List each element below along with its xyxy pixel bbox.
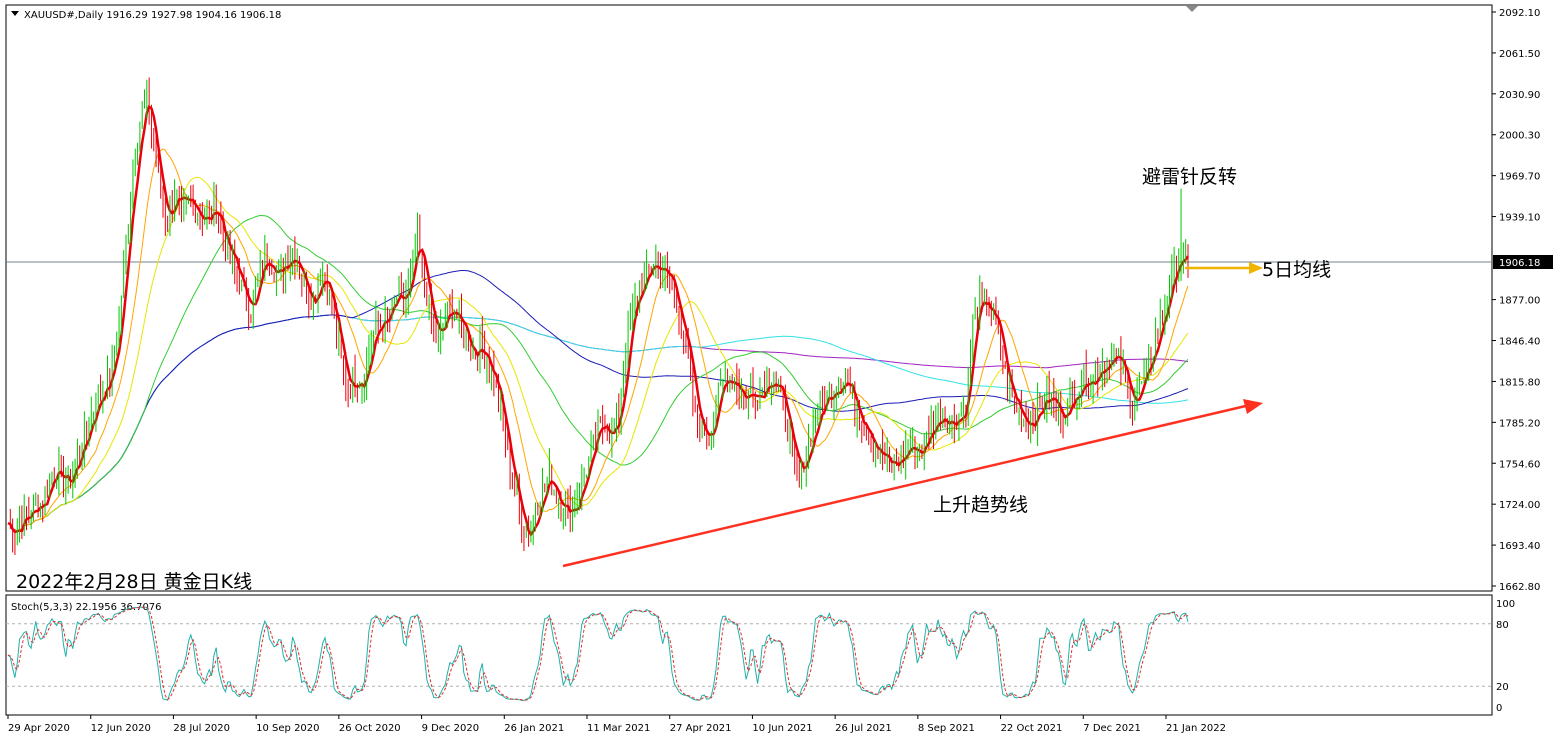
annotation-date-title: 2022年2月28日 黄金日K线: [16, 571, 252, 593]
stoch-tick-label: 80: [1496, 620, 1509, 631]
ma5-arrowhead: [1249, 262, 1263, 274]
stoch-tick-label: 20: [1496, 682, 1509, 693]
shift-marker-icon[interactable]: [1186, 6, 1198, 12]
stoch-tick-label: 0: [1496, 703, 1502, 714]
time-tick-label: 10 Sep 2020: [256, 723, 319, 734]
ma60-line: [7, 214, 1189, 533]
price-tick-label: 1877.00: [1499, 296, 1540, 307]
price-tick-label: 1815.80: [1499, 377, 1540, 388]
stoch-title: Stoch(5,3,3) 22.1956 36.7076: [11, 602, 162, 613]
stoch-signal-line: [7, 606, 1189, 701]
price-tick-label: 2061.50: [1499, 49, 1540, 60]
time-tick-label: 8 Sep 2021: [918, 723, 975, 734]
price-tick-label: 1662.80: [1499, 582, 1540, 593]
ma120-line: [7, 270, 1189, 533]
time-tick-label: 28 Jul 2020: [173, 723, 230, 734]
stoch-lines: [7, 606, 1189, 702]
annotation-shooting-star: 避雷针反转: [1142, 166, 1237, 188]
time-tick-label: 26 Jul 2021: [835, 723, 892, 734]
time-tick-label: 9 Dec 2020: [422, 723, 480, 734]
stoch-tick-label: 100: [1496, 599, 1515, 610]
uptrend-line: [562, 403, 1251, 568]
time-tick-label: 22 Oct 2021: [1001, 723, 1063, 734]
stoch-axis: 100 80 20 0: [6, 599, 1515, 714]
time-tick-label: 27 Apr 2021: [670, 723, 732, 734]
price-tick-label: 1693.40: [1499, 541, 1540, 552]
time-tick-label: 21 Jan 2022: [1166, 723, 1226, 734]
main-plot-frame: [5, 4, 1493, 592]
price-tick-label: 2030.90: [1499, 90, 1540, 101]
price-tick-label: 1785.20: [1499, 418, 1540, 429]
time-tick-label: 26 Oct 2020: [339, 723, 401, 734]
ma20-line: [7, 176, 1189, 533]
price-tick-label: 2000.30: [1499, 131, 1540, 142]
time-tick-label: 29 Apr 2020: [8, 723, 70, 734]
price-tick-label: 1939.10: [1499, 213, 1540, 224]
time-axis: 29 Apr 2020 12 Jun 2020 28 Jul 2020 10 Sep …: [7, 715, 1226, 734]
time-tick-label: 12 Jun 2020: [91, 723, 151, 734]
time-tick-label: 26 Jan 2021: [504, 723, 564, 734]
time-tick-label: 10 Jun 2021: [752, 723, 812, 734]
price-axis: 2092.10 2061.50 2030.90 2000.30 1969.70 1939.…: [1492, 8, 1540, 593]
menu-triangle-icon[interactable]: [11, 11, 19, 16]
uptrend-arrowhead: [1243, 399, 1263, 414]
price-tick-label: 1846.40: [1499, 337, 1540, 348]
price-tick-label: 1724.00: [1499, 500, 1540, 511]
current-price-label: 1906.18: [1499, 258, 1540, 269]
candlesticks: [9, 77, 1189, 556]
current-price-box: [1493, 255, 1553, 269]
time-tick-label: 7 Dec 2021: [1083, 723, 1141, 734]
symbol-header: XAUUSD#,Daily 1916.29 1927.98 1904.16 19…: [24, 10, 281, 21]
price-tick-label: 1754.60: [1499, 459, 1540, 470]
price-tick-label: 1969.70: [1499, 172, 1540, 183]
time-tick-label: 11 Mar 2021: [587, 723, 650, 734]
annotation-ma5: 5日均线: [1262, 259, 1331, 281]
ma10-line: [7, 148, 1189, 533]
annotation-uptrend: 上升趋势线: [933, 494, 1028, 516]
price-tick-label: 2092.10: [1499, 8, 1540, 19]
stoch-plot-frame: [5, 594, 1493, 716]
